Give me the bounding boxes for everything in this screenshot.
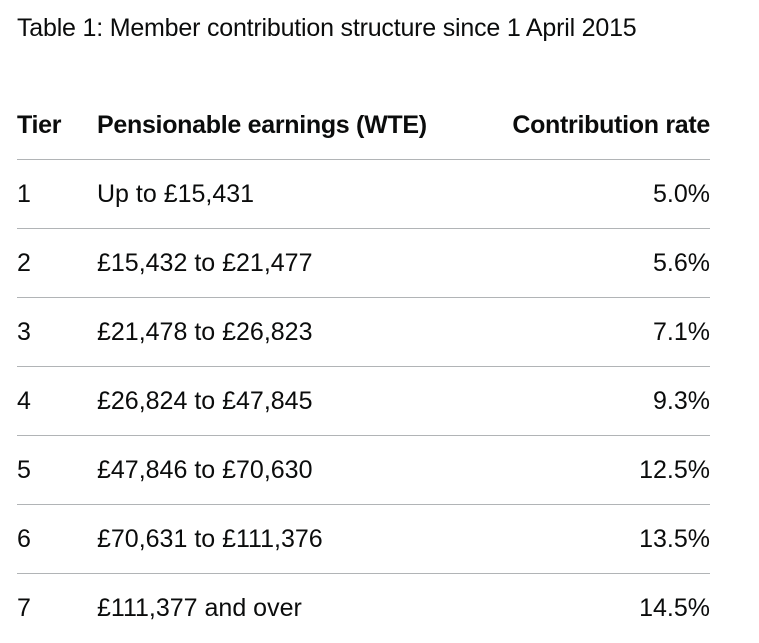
earnings-cell: £21,478 to £26,823 [97,318,313,346]
tier-cell: 6 [17,525,31,553]
tier-cell: 5 [17,456,31,484]
rate-cell: 9.3% [653,387,710,415]
table-row: 3 £21,478 to £26,823 7.1% [17,298,710,367]
tier-cell: 1 [17,180,31,208]
rate-cell: 13.5% [639,525,710,553]
table-row: 7 £111,377 and over 14.5% [17,574,710,643]
tier-cell: 4 [17,387,31,415]
header-rate: Contribution rate [512,111,710,139]
tier-cell: 2 [17,249,31,277]
earnings-cell: £26,824 to £47,845 [97,387,313,415]
earnings-cell: Up to £15,431 [97,180,255,208]
tier-cell: 3 [17,318,31,346]
rate-cell: 7.1% [653,318,710,346]
earnings-cell: £47,846 to £70,630 [97,456,313,484]
table-row: 6 £70,631 to £111,376 13.5% [17,505,710,574]
rate-cell: 5.0% [653,180,710,208]
rate-cell: 12.5% [639,456,710,484]
table-row: 4 £26,824 to £47,845 9.3% [17,367,710,436]
table-caption: Table 1: Member contribution structure s… [17,14,637,42]
earnings-cell: £111,377 and over [97,594,302,622]
table-row: 2 £15,432 to £21,477 5.6% [17,229,710,298]
tier-cell: 7 [17,594,31,622]
table-header-row: Tier Pensionable earnings (WTE) Contribu… [17,91,710,160]
rate-cell: 5.6% [653,249,710,277]
rate-cell: 14.5% [639,594,710,622]
table-row: 5 £47,846 to £70,630 12.5% [17,436,710,505]
header-earnings: Pensionable earnings (WTE) [97,111,427,139]
earnings-cell: £15,432 to £21,477 [97,249,313,277]
table-row: 1 Up to £15,431 5.0% [17,160,710,229]
contribution-table: Tier Pensionable earnings (WTE) Contribu… [17,91,710,643]
earnings-cell: £70,631 to £111,376 [97,525,323,553]
header-tier: Tier [17,111,62,139]
